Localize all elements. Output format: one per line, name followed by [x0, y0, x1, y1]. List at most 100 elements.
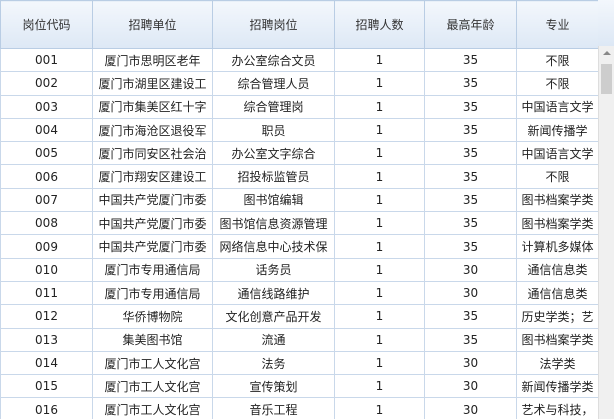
table-cell: 厦门市专用通信局 — [92, 280, 213, 306]
table-cell: 综合管理人员 — [212, 71, 335, 96]
table-cell: 1 — [334, 211, 425, 236]
table-cell: 文化创意产品开发 — [212, 304, 335, 329]
table-cell: 30 — [424, 350, 517, 376]
table-cell: 005 — [0, 141, 93, 166]
table-cell: 013 — [0, 327, 93, 352]
column-header[interactable]: 最高年龄 — [424, 0, 517, 49]
table-cell: 1 — [334, 280, 425, 306]
table-row[interactable]: 011 厦门市专用通信局 通信线路维护 1 30 通信信息类 — [0, 280, 599, 306]
table-cell: 图书档案学类 — [516, 187, 599, 213]
column-header[interactable]: 招聘人数 — [334, 0, 425, 49]
table-cell: 35 — [424, 164, 517, 189]
table-cell: 不限 — [516, 71, 599, 96]
table-row[interactable]: 001 厦门市思明区老年 办公室综合文员 1 35 不限 — [0, 47, 599, 73]
table-cell: 图书档案学类 — [516, 211, 599, 236]
table-cell: 35 — [424, 234, 517, 259]
table-row[interactable]: 014 厦门市工人文化宫 法务 1 30 法学类 — [0, 350, 599, 376]
table-cell: 厦门市专用通信局 — [92, 257, 213, 282]
table-cell: 35 — [424, 94, 517, 119]
column-header[interactable]: 招聘单位 — [92, 0, 213, 49]
table-cell: 通信线路维护 — [212, 280, 335, 306]
table-cell: 厦门市工人文化宫 — [92, 397, 213, 419]
table-cell: 新闻传播学 — [516, 117, 599, 143]
table-row[interactable]: 003 厦门市集美区红十字 综合管理岗 1 35 中国语言文学 — [0, 94, 599, 119]
table-cell: 话务员 — [212, 257, 335, 282]
table-cell: 厦门市湖里区建设工 — [92, 71, 213, 96]
table-cell: 办公室文字综合 — [212, 141, 335, 166]
table-cell: 职员 — [212, 117, 335, 143]
table-cell: 华侨博物院 — [92, 304, 213, 329]
table-cell: 综合管理岗 — [212, 94, 335, 119]
table-row[interactable]: 012 华侨博物院 文化创意产品开发 1 35 历史学类；艺 — [0, 304, 599, 329]
table-cell: 艺术与科技， — [516, 397, 599, 419]
table-cell: 办公室综合文员 — [212, 47, 335, 73]
table-cell: 厦门市集美区红十字 — [92, 94, 213, 119]
table-row[interactable]: 008 中国共产党厦门市委 图书馆信息资源管理 1 35 图书档案学类 — [0, 211, 599, 236]
table-cell: 30 — [424, 397, 517, 419]
table-cell: 012 — [0, 304, 93, 329]
table-cell: 音乐工程 — [212, 397, 335, 419]
table-cell: 集美图书馆 — [92, 327, 213, 352]
table-cell: 1 — [334, 141, 425, 166]
scroll-thumb[interactable] — [601, 64, 612, 94]
table-row[interactable]: 007 中国共产党厦门市委 图书馆编辑 1 35 图书档案学类 — [0, 187, 599, 213]
table-cell: 35 — [424, 117, 517, 143]
table-cell: 1 — [334, 374, 425, 399]
table-cell: 图书档案学类 — [516, 327, 599, 352]
table-cell: 016 — [0, 397, 93, 419]
table-row[interactable]: 005 厦门市同安区社会治 办公室文字综合 1 35 中国语言文学 — [0, 141, 599, 166]
table-cell: 015 — [0, 374, 93, 399]
table-cell: 中国共产党厦门市委 — [92, 187, 213, 213]
scrollbar[interactable] — [598, 46, 614, 419]
table-cell: 1 — [334, 397, 425, 419]
table-cell: 30 — [424, 257, 517, 282]
table-cell: 通信信息类 — [516, 280, 599, 306]
table-cell: 35 — [424, 327, 517, 352]
table-cell: 1 — [334, 257, 425, 282]
table-row[interactable]: 009 中国共产党厦门市委 网络信息中心技术保 1 35 计算机多媒体 — [0, 234, 599, 259]
table-cell: 1 — [334, 117, 425, 143]
table-cell: 中国共产党厦门市委 — [92, 234, 213, 259]
table-cell: 35 — [424, 141, 517, 166]
table-cell: 35 — [424, 211, 517, 236]
table-row[interactable]: 015 厦门市工人文化宫 宣传策划 1 30 新闻传播学类 — [0, 374, 599, 399]
table-cell: 计算机多媒体 — [516, 234, 599, 259]
table-cell: 通信信息类 — [516, 257, 599, 282]
column-header[interactable]: 专业 — [516, 0, 599, 49]
table-cell: 35 — [424, 304, 517, 329]
table-cell: 35 — [424, 187, 517, 213]
table-cell: 001 — [0, 47, 93, 73]
table-cell: 流通 — [212, 327, 335, 352]
table-cell: 014 — [0, 350, 93, 376]
table-cell: 1 — [334, 327, 425, 352]
table-cell: 厦门市同安区社会治 — [92, 141, 213, 166]
table-cell: 35 — [424, 47, 517, 73]
data-table: 岗位代码 招聘单位 招聘岗位 招聘人数 最高年龄 专业 001 厦门市思明区老年 办公室综合文… — [0, 0, 599, 419]
table-row[interactable]: 004 厦门市海沧区退役军 职员 1 35 新闻传播学 — [0, 117, 599, 143]
column-header[interactable]: 岗位代码 — [0, 0, 93, 49]
scroll-up[interactable] — [603, 51, 611, 55]
table-cell: 002 — [0, 71, 93, 96]
table-cell: 1 — [334, 234, 425, 259]
table-cell: 法务 — [212, 350, 335, 376]
header-corner — [598, 0, 614, 47]
table-cell: 008 — [0, 211, 93, 236]
table-cell: 厦门市思明区老年 — [92, 47, 213, 73]
table-row[interactable]: 010 厦门市专用通信局 话务员 1 30 通信信息类 — [0, 257, 599, 282]
table-cell: 宣传策划 — [212, 374, 335, 399]
column-header[interactable]: 招聘岗位 — [212, 0, 335, 49]
table-cell: 法学类 — [516, 350, 599, 376]
table-cell: 007 — [0, 187, 93, 213]
table-cell: 中国语言文学 — [516, 141, 599, 166]
table-cell: 1 — [334, 187, 425, 213]
table-cell: 中国共产党厦门市委 — [92, 211, 213, 236]
table-row[interactable]: 002 厦门市湖里区建设工 综合管理人员 1 35 不限 — [0, 71, 599, 96]
table-cell: 1 — [334, 164, 425, 189]
table-cell: 不限 — [516, 164, 599, 189]
table-cell: 30 — [424, 280, 517, 306]
table-row[interactable]: 013 集美图书馆 流通 1 35 图书档案学类 — [0, 327, 599, 352]
table-cell: 历史学类；艺 — [516, 304, 599, 329]
table-row[interactable]: 016 厦门市工人文化宫 音乐工程 1 30 艺术与科技， — [0, 397, 599, 419]
table-cell: 009 — [0, 234, 93, 259]
table-row[interactable]: 006 厦门市翔安区建设工 招投标监管员 1 35 不限 — [0, 164, 599, 189]
